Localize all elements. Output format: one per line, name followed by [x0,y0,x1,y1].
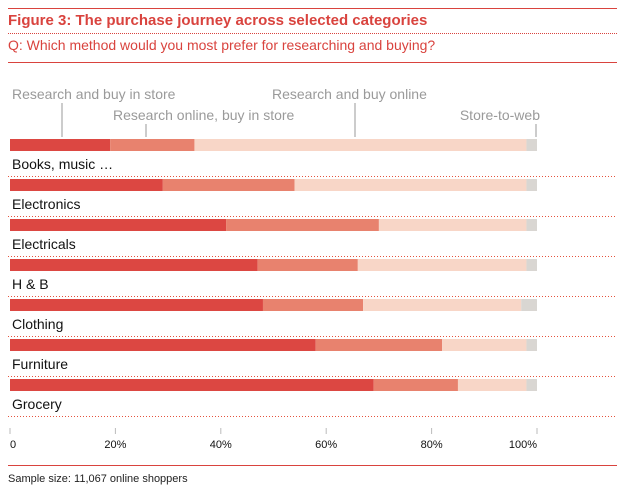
legend-label-3: Research and buy online [272,86,427,102]
legend-label-1: Research and buy in store [12,86,176,102]
legend-label-4: Store-to-web [460,107,540,123]
bar-segment-row5-series2 [262,299,364,311]
x-axis: 0 20% 40% 60% 80% 100% [9,428,538,451]
bar-segment-row4-series4 [526,259,537,271]
bar-segment-row3-series2 [226,219,379,231]
bar-segment-row7-series2 [373,379,458,391]
legend: Research and buy in store Research online… [12,86,540,137]
title-rule-mid [8,33,617,34]
bar-segment-row2-series1 [10,179,163,191]
bar-segment-row7-series4 [526,379,537,391]
bar-segment-row4-series1 [10,259,258,271]
x-tick-label: 40% [210,439,232,451]
category-label: Electronics [12,196,80,212]
bar-segment-row7-series3 [457,379,527,391]
sample-size-note: Sample size: 11,067 online shoppers [8,473,188,485]
bars: Books, music … Electronics Electricals H & … [8,139,617,417]
bar-segment-row6-series1 [10,339,316,351]
bar-segment-row5-series4 [521,299,537,311]
bar-segment-row2-series4 [526,179,537,191]
category-label: Grocery [12,396,62,412]
figure-title: Figure 3: The purchase journey across se… [8,12,428,29]
title-rule-bottom [8,62,617,63]
category-label: Furniture [12,356,68,372]
legend-label-2: Research online, buy in store [113,107,295,123]
category-label: Books, music … [12,156,113,172]
bar-segment-row6-series4 [526,339,537,351]
figure-subtitle: Q: Which method would you most prefer fo… [8,37,436,53]
x-tick-label: 60% [315,439,337,451]
bar-segment-row4-series2 [257,259,358,271]
bar-segment-row6-series3 [442,339,527,351]
x-tick-label: 20% [104,439,126,451]
bar-segment-row3-series3 [378,219,527,231]
bar-segment-row3-series1 [10,219,227,231]
x-tick-label: 100% [509,439,537,451]
bar-segment-row2-series2 [162,179,295,191]
category-label: H & B [12,276,49,292]
category-label: Clothing [12,316,63,332]
bar-segment-row1-series2 [110,139,195,151]
category-label: Electricals [12,236,76,252]
bar-segment-row7-series1 [10,379,374,391]
bar-segment-row5-series1 [10,299,263,311]
bar-segment-row2-series3 [294,179,527,191]
x-tick-label: 80% [421,439,443,451]
bar-segment-row6-series2 [315,339,443,351]
bar-segment-row1-series3 [194,139,527,151]
footer-rule [8,465,617,466]
bar-segment-row1-series1 [10,139,111,151]
bar-segment-row4-series3 [357,259,527,271]
x-tick-label: 0 [10,439,16,451]
bar-segment-row1-series4 [526,139,537,151]
bar-segment-row5-series3 [363,299,522,311]
bar-segment-row3-series4 [526,219,537,231]
title-rule-top [8,8,617,9]
